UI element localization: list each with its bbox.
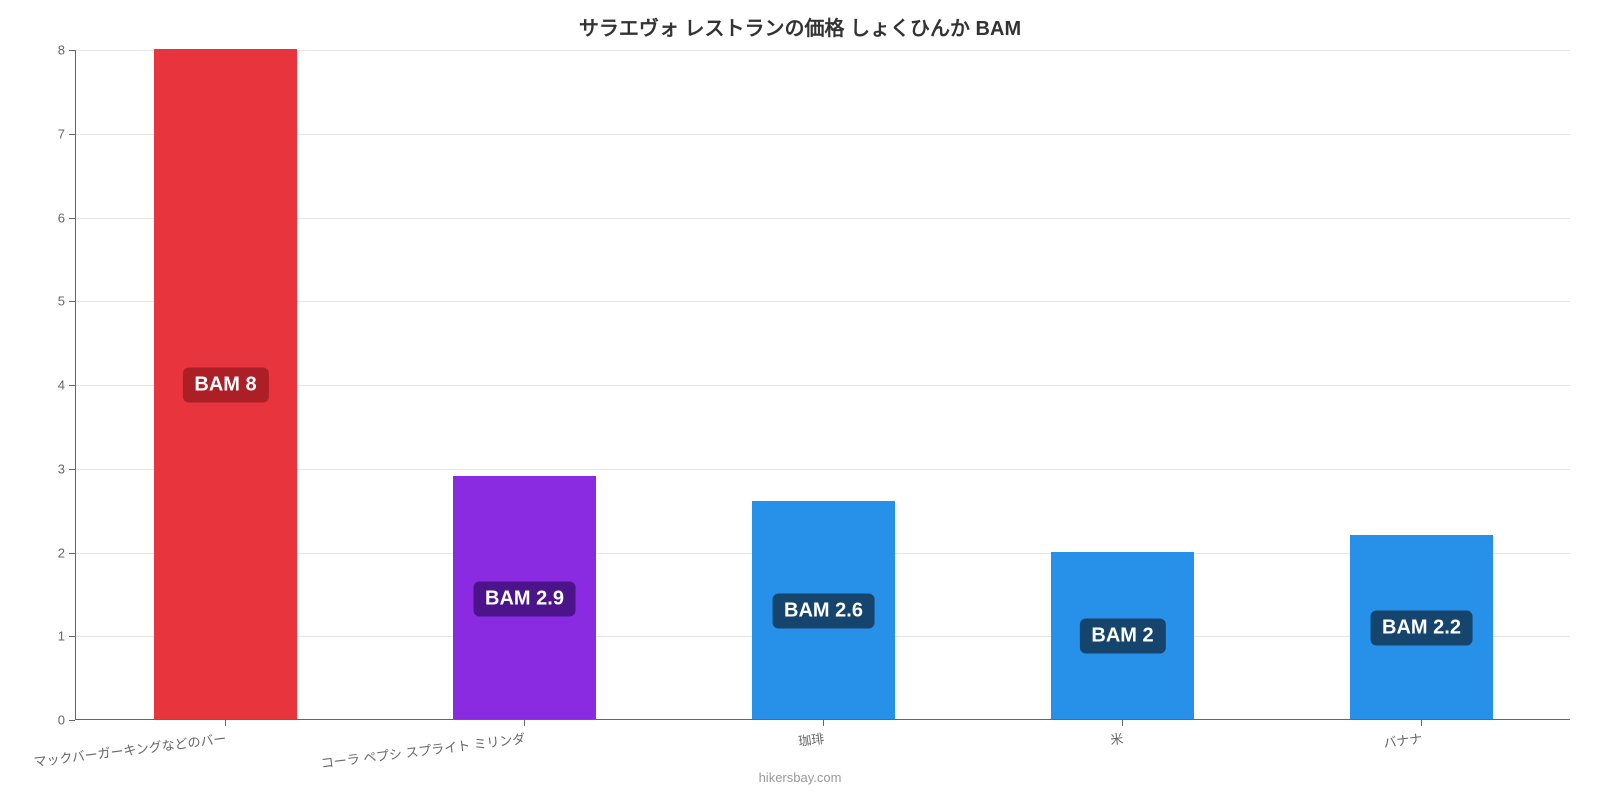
y-tick (69, 385, 75, 386)
x-tick-label: コーラ ペプシ スプライト ミリンダ (319, 728, 526, 772)
y-tick-label: 5 (35, 294, 65, 309)
y-tick-label: 7 (35, 126, 65, 141)
x-tick (225, 720, 226, 726)
y-tick (69, 636, 75, 637)
chart-container: サラエヴォ レストランの価格 しょくひんか BAM BAM 8BAM 2.9BA… (0, 0, 1600, 800)
y-tick (69, 553, 75, 554)
y-tick-label: 4 (35, 378, 65, 393)
gridline (76, 301, 1570, 302)
plot-area: BAM 8 BAM 2.9 BAM 2.6 BAM 2 BAM 2.2 (75, 50, 1570, 720)
y-tick (69, 720, 75, 721)
x-tick (1122, 720, 1123, 726)
gridline (76, 134, 1570, 135)
y-tick-label: 2 (35, 545, 65, 560)
y-tick (69, 50, 75, 51)
bar-value-label: BAM 2.6 (772, 594, 875, 629)
bar-value-label: BAM 8 (182, 368, 268, 403)
y-tick (69, 469, 75, 470)
bar-value-label: BAM 2.2 (1370, 610, 1473, 645)
y-tick-label: 8 (35, 43, 65, 58)
x-tick-label: マックバーガーキングなどのバー (32, 728, 227, 770)
y-tick-label: 6 (35, 210, 65, 225)
x-tick-label: バナナ (1382, 728, 1423, 752)
gridline (76, 469, 1570, 470)
bar-value-label: BAM 2.9 (473, 581, 576, 616)
chart-footer: hikersbay.com (0, 770, 1600, 785)
x-tick-label: 米 (1109, 728, 1124, 748)
gridline (76, 50, 1570, 51)
y-tick-label: 0 (35, 713, 65, 728)
x-tick (524, 720, 525, 726)
x-tick (823, 720, 824, 726)
y-tick (69, 301, 75, 302)
x-tick (1421, 720, 1422, 726)
bar-value-label: BAM 2 (1079, 619, 1165, 654)
y-tick (69, 218, 75, 219)
y-tick (69, 134, 75, 135)
chart-title: サラエヴォ レストランの価格 しょくひんか BAM (0, 12, 1600, 41)
gridline (76, 218, 1570, 219)
y-tick-label: 1 (35, 629, 65, 644)
y-tick-label: 3 (35, 461, 65, 476)
gridline (76, 385, 1570, 386)
x-tick-label: 珈琲 (797, 728, 825, 750)
